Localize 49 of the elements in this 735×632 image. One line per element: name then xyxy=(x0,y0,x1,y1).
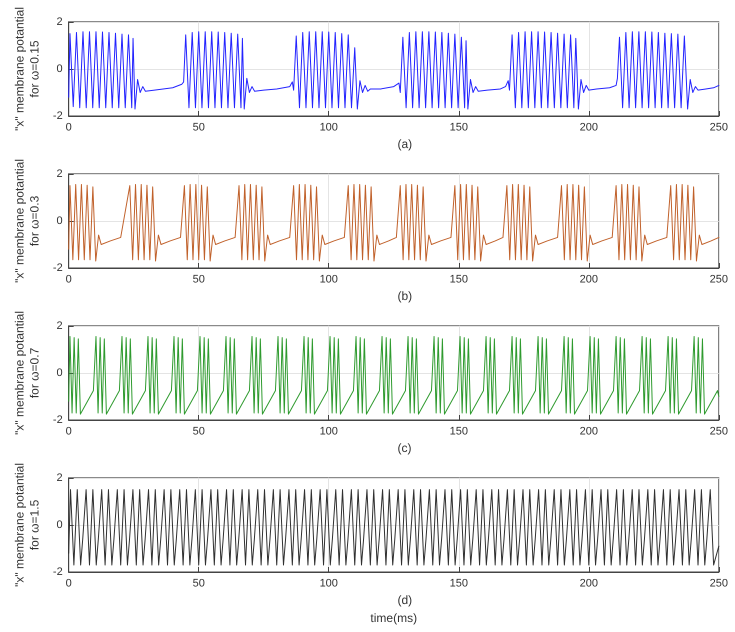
x-tick-label: 100 xyxy=(320,274,338,286)
x-tick-label: 200 xyxy=(580,578,598,590)
x-tick-label: 50 xyxy=(192,426,205,438)
x-tick-label: 50 xyxy=(192,274,205,286)
x-axis-title: time(ms) xyxy=(370,611,418,625)
x-tick-label: 100 xyxy=(320,122,338,134)
x-tick-label: 200 xyxy=(580,122,598,134)
x-tick-label: 150 xyxy=(450,122,468,134)
x-tick-label: 250 xyxy=(710,274,728,286)
line-series xyxy=(68,489,720,566)
y-tick-label: -2 xyxy=(52,110,63,122)
text: (d) xyxy=(398,593,412,607)
x-tick-label: 100 xyxy=(320,578,338,590)
text: (a) xyxy=(398,137,412,151)
x-tick-label: 0 xyxy=(66,578,72,590)
y-tick-label: 2 xyxy=(56,320,63,332)
x-tick-label: 100 xyxy=(320,426,338,438)
y-tick-label: 2 xyxy=(56,168,63,180)
y-axis-title: "x" membrane potantial for ω=0.15 xyxy=(12,6,42,131)
text: (c) xyxy=(398,441,412,455)
x-tick-label: 150 xyxy=(450,426,468,438)
y-tick-label: -2 xyxy=(52,414,63,426)
y-tick-label: 0 xyxy=(56,518,63,531)
y-tick-label: -2 xyxy=(52,262,63,274)
x-tick-label: 150 xyxy=(450,578,468,590)
line-series xyxy=(68,31,720,110)
y-axis-title: "x" membrane potantial for ω=0.7 xyxy=(12,310,42,435)
x-tick-label: 50 xyxy=(192,122,205,134)
x-tick-label: 0 xyxy=(66,122,72,134)
y-axis-title: "x" membrane potantial for ω=0.3 xyxy=(12,158,42,283)
line-series xyxy=(68,336,720,415)
x-tick-label: 0 xyxy=(66,274,72,286)
y-tick-label: -2 xyxy=(52,566,63,578)
y-tick-label: 2 xyxy=(56,472,63,484)
x-tick-label: 150 xyxy=(450,274,468,286)
x-tick-label: 250 xyxy=(710,578,728,590)
x-tick-label: 200 xyxy=(580,426,598,438)
text: (b) xyxy=(398,289,412,303)
x-tick-label: 0 xyxy=(66,426,72,438)
y-tick-label: 0 xyxy=(56,214,63,227)
y-axis-title: "x" membrane potantial for ω=1.5 xyxy=(12,462,42,587)
y-tick-label: 0 xyxy=(56,62,63,75)
line-series xyxy=(68,184,720,262)
y-tick-label: 0 xyxy=(56,366,63,379)
x-tick-label: 50 xyxy=(192,578,205,590)
x-tick-label: 250 xyxy=(710,122,728,134)
x-tick-label: 200 xyxy=(580,274,598,286)
x-tick-label: 250 xyxy=(710,426,728,438)
y-tick-label: 2 xyxy=(56,16,63,28)
